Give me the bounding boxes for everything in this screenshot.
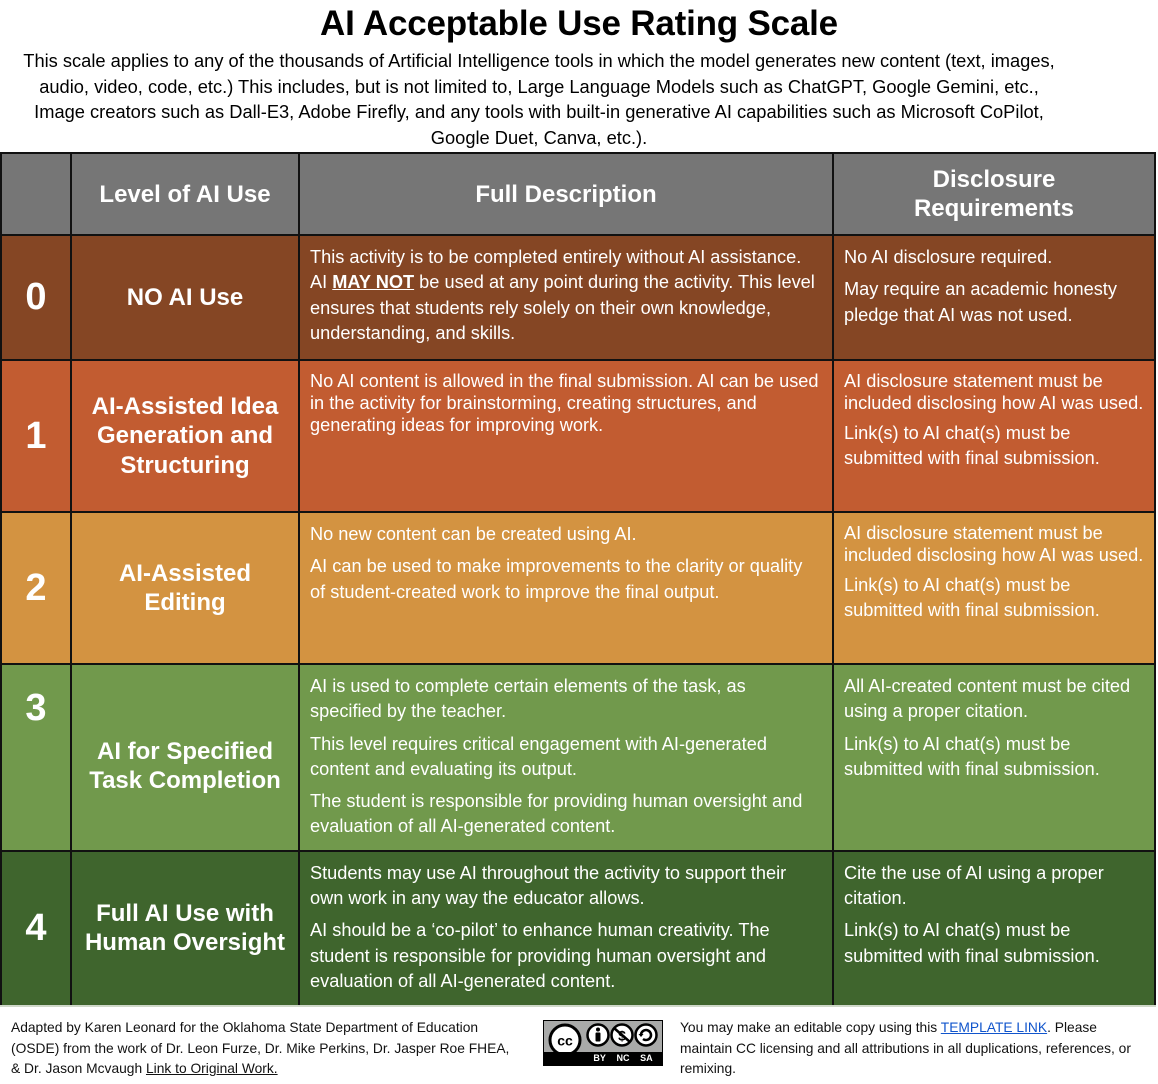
page-title: AI Acceptable Use Rating Scale bbox=[320, 4, 838, 43]
cc-labels: BY NC SA bbox=[588, 1052, 658, 1065]
attribution-body: Adapted by Karen Leonard for the Oklahom… bbox=[11, 1020, 510, 1076]
attribution-text: Adapted by Karen Leonard for the Oklahom… bbox=[11, 1018, 511, 1080]
copy-suffix: . Please maintain CC licensing and all a… bbox=[680, 1020, 1131, 1076]
level-name: AI for Specified Task Completion bbox=[70, 663, 300, 852]
table-row-level-4: 4 Full AI Use with Human Oversight Stude… bbox=[0, 849, 1156, 1007]
description-paragraph: AI can be used to make improvements to t… bbox=[310, 556, 803, 602]
disclosure-paragraph: Cite the use of AI using a proper citati… bbox=[844, 862, 1104, 909]
creative-commons-by-nc-sa-icon: cc $ BY NC SA bbox=[543, 1020, 663, 1066]
cc-symbols-icon: cc $ bbox=[548, 1023, 658, 1054]
disclosure-paragraph: Link(s) to AI chat(s) must be submitted … bbox=[844, 920, 1100, 966]
level-description: No new content can be created using AI. … bbox=[298, 511, 834, 665]
level-description: AI is used to complete certain elements … bbox=[298, 663, 834, 852]
level-number: 0 bbox=[0, 234, 72, 361]
template-link[interactable]: TEMPLATE LINK bbox=[940, 1020, 1048, 1035]
level-name: AI-Assisted Idea Generation and Structur… bbox=[70, 359, 300, 513]
description-emphasis: MAY NOT bbox=[332, 272, 415, 293]
disclosure-paragraph: AI disclosure statement must be included… bbox=[844, 523, 1144, 565]
cc-band bbox=[544, 1052, 662, 1065]
rating-scale-table: Level of AI Use Full Description Disclos… bbox=[0, 152, 1156, 1007]
level-number: 1 bbox=[0, 359, 72, 513]
disclosure-paragraph: May require an academic honesty pledge t… bbox=[844, 279, 1117, 325]
level-description: Students may use AI throughout the activ… bbox=[298, 849, 834, 1007]
description-paragraph: The student is responsible for providing… bbox=[310, 791, 803, 837]
level-name: AI-Assisted Editing bbox=[70, 511, 300, 665]
original-work-link[interactable]: Link to Original Work. bbox=[145, 1061, 278, 1076]
description-text: be used at any point during the activity… bbox=[310, 272, 815, 343]
header-level: Level of AI Use bbox=[70, 152, 300, 236]
level-disclosure: No AI disclosure required. May require a… bbox=[832, 234, 1156, 361]
level-number: 2 bbox=[0, 511, 72, 665]
header-disclosure-line2: Requirements bbox=[913, 195, 1075, 222]
level-number: 3 bbox=[0, 663, 72, 852]
level-description: No AI content is allowed in the final su… bbox=[298, 359, 834, 513]
level-disclosure: AI disclosure statement must be included… bbox=[832, 511, 1156, 665]
disclosure-paragraph: AI disclosure statement must be included… bbox=[844, 371, 1144, 413]
table-row-level-3: 3 AI for Specified Task Completion AI is… bbox=[0, 663, 1156, 852]
disclosure-paragraph: All AI-created content must be cited usi… bbox=[844, 676, 1131, 722]
description-paragraph: This activity is to be completed entirel… bbox=[310, 245, 822, 346]
svg-text:cc: cc bbox=[557, 1033, 573, 1049]
level-disclosure: Cite the use of AI using a proper citati… bbox=[832, 849, 1156, 1007]
cc-label-by: BY bbox=[593, 1053, 606, 1063]
description-paragraph: This level requires critical engagement … bbox=[310, 733, 767, 779]
level-name: NO AI Use bbox=[70, 234, 300, 361]
table-header-row: Level of AI Use Full Description Disclos… bbox=[0, 152, 1156, 236]
copy-prefix: You may make an editable copy using this bbox=[680, 1020, 941, 1035]
description-paragraph: No AI content is allowed in the final su… bbox=[310, 371, 819, 435]
cc-label-nc: NC bbox=[616, 1053, 630, 1063]
disclosure-paragraph: No AI disclosure required. bbox=[844, 247, 1053, 267]
table-row-level-0: 0 NO AI Use This activity is to be compl… bbox=[0, 234, 1156, 361]
description-paragraph: AI should be a ‘co-pilot’ to enhance hum… bbox=[310, 920, 770, 991]
description-text: This activity is to be completed entirel… bbox=[310, 247, 802, 293]
description-paragraph: No new content can be created using AI. bbox=[310, 524, 637, 544]
description-paragraph: AI is used to complete certain elements … bbox=[310, 676, 746, 722]
level-disclosure: All AI-created content must be cited usi… bbox=[832, 663, 1156, 852]
cc-label-sa: SA bbox=[640, 1053, 653, 1063]
table-row-level-1: 1 AI-Assisted Idea Generation and Struct… bbox=[0, 359, 1156, 513]
description-paragraph: Students may use AI throughout the activ… bbox=[310, 862, 787, 909]
copy-notice: You may make an editable copy using this… bbox=[680, 1018, 1150, 1080]
header-disclosure: Disclosure Requirements bbox=[832, 152, 1156, 236]
level-name: Full AI Use with Human Oversight bbox=[70, 849, 300, 1007]
header-number bbox=[0, 152, 72, 236]
disclosure-paragraph: Link(s) to AI chat(s) must be submitted … bbox=[844, 423, 1100, 469]
header-disclosure-line1: Disclosure bbox=[932, 166, 1056, 193]
level-description: This activity is to be completed entirel… bbox=[298, 234, 834, 361]
disclosure-paragraph: Link(s) to AI chat(s) must be submitted … bbox=[844, 733, 1100, 779]
intro-paragraph: This scale applies to any of the thousan… bbox=[23, 50, 1055, 148]
table-row-level-2: 2 AI-Assisted Editing No new content can… bbox=[0, 511, 1156, 665]
level-disclosure: AI disclosure statement must be included… bbox=[832, 359, 1156, 513]
level-number: 4 bbox=[0, 849, 72, 1007]
header-description: Full Description bbox=[298, 152, 834, 236]
disclosure-paragraph: Link(s) to AI chat(s) must be submitted … bbox=[844, 575, 1100, 621]
